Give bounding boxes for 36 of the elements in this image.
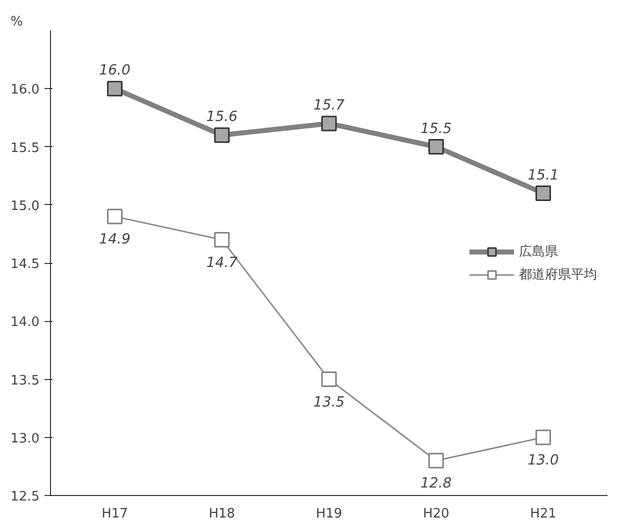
- y-tick-label: 14.0: [10, 315, 40, 330]
- point: [321, 116, 337, 132]
- data-label: 13.0: [528, 452, 559, 468]
- point: [107, 208, 123, 224]
- y-tick-label: 16.0: [10, 82, 40, 98]
- y-tick-label: 15.0: [10, 198, 40, 214]
- point: [107, 80, 123, 96]
- y-tick-label: 14.5: [10, 257, 40, 272]
- data-label: 14.9: [99, 232, 130, 248]
- data-label: 12.8: [420, 476, 452, 492]
- x-tick-label: H19: [316, 506, 342, 522]
- point: [321, 372, 337, 387]
- point: [535, 430, 551, 446]
- point: [214, 232, 230, 248]
- point: [214, 127, 230, 143]
- x-tick-label: H21: [530, 506, 556, 522]
- y-tick-label: 13.0: [10, 431, 40, 446]
- legend-label: 都道府県平均: [519, 265, 597, 283]
- x-tick-label: H17: [102, 506, 128, 522]
- data-label: 15.7: [313, 98, 345, 114]
- data-label: 15.1: [528, 167, 559, 184]
- point: [535, 186, 551, 201]
- point: [428, 139, 444, 154]
- y-tick-label: 13.5: [10, 373, 40, 388]
- data-label: 15.6: [206, 109, 238, 126]
- x-tick-label: H18: [208, 506, 236, 522]
- point: [428, 452, 444, 468]
- x-tick-label: H20: [422, 506, 450, 522]
- y-tick-label: 12.5: [10, 490, 40, 504]
- data-label: 14.7: [206, 254, 238, 271]
- data-label: 13.5: [313, 394, 345, 410]
- data-label: 15.5: [420, 120, 452, 137]
- legend-label: 広島県: [519, 242, 558, 260]
- y-tick-label: 15.5: [10, 140, 40, 156]
- y-axis-title: %: [10, 14, 23, 30]
- data-label: 16.0: [99, 62, 130, 79]
